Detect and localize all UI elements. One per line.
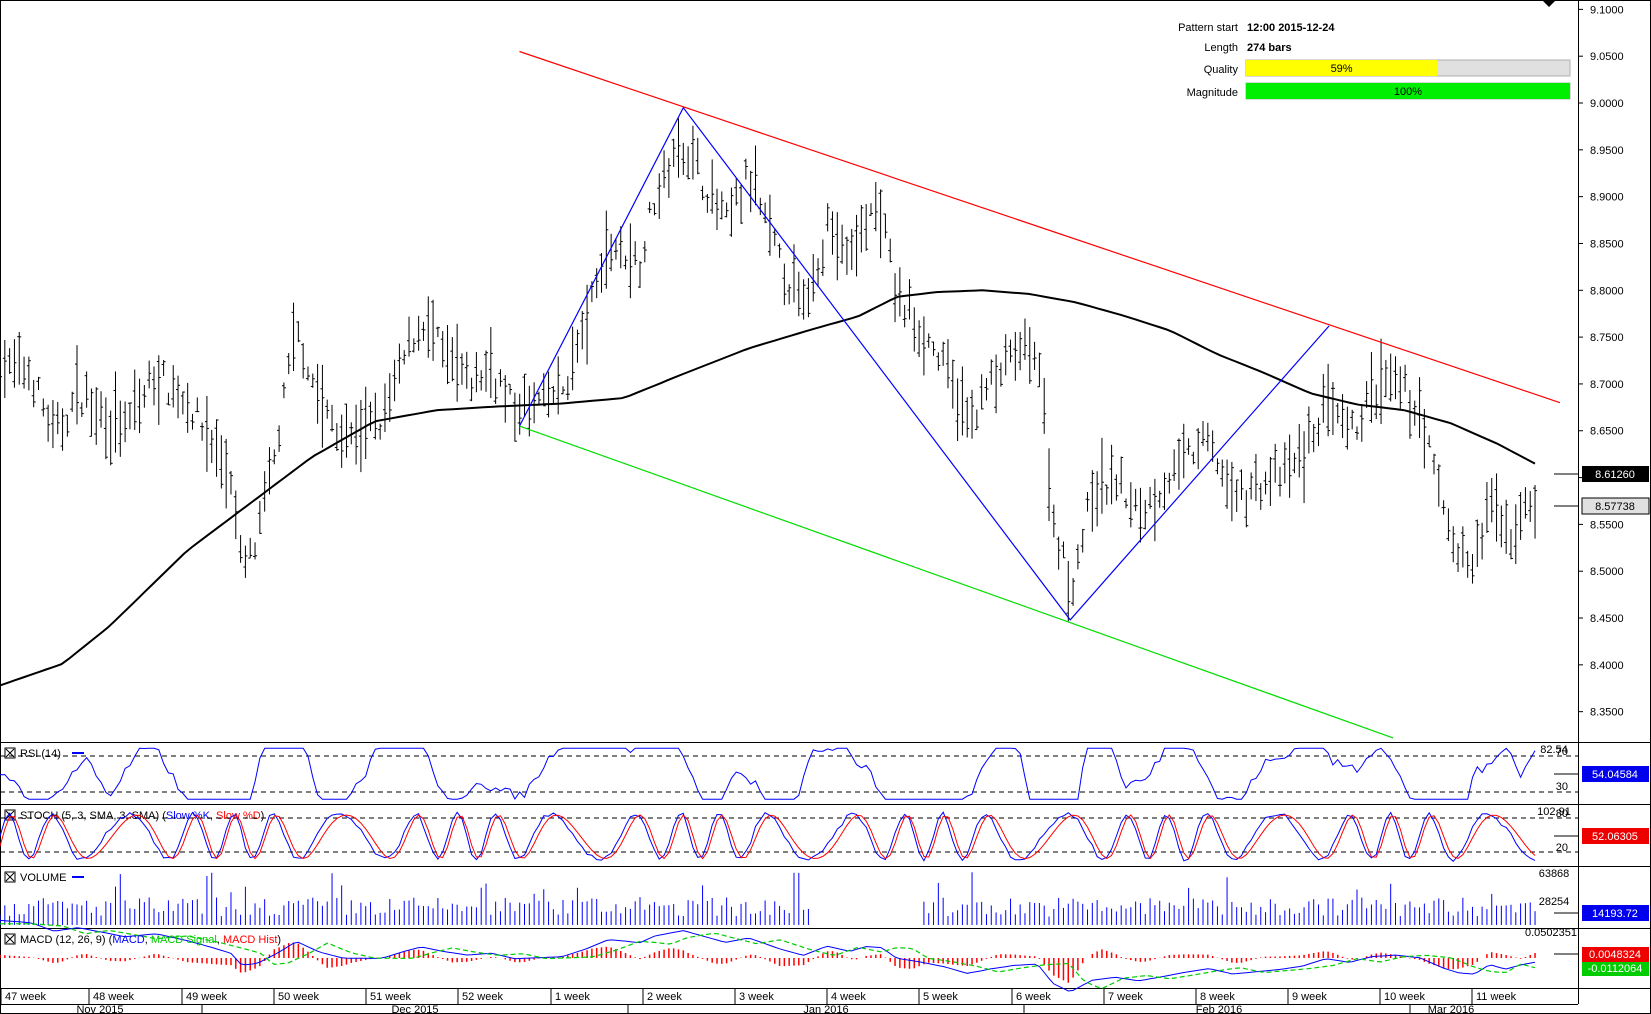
volume-panel: VOLUME 63868 28254 14193.72 xyxy=(0,868,1649,925)
rsi-tick-70: 70 xyxy=(1556,746,1568,758)
rsi-label: RSI (14) xyxy=(20,748,61,760)
channel-lower-line xyxy=(519,425,1394,739)
volume-close-x-icon xyxy=(5,872,15,882)
quality-bar-fill xyxy=(1246,60,1438,76)
week-label: 47 week xyxy=(5,991,46,1003)
stoch-value: 52.06305 xyxy=(1592,831,1638,843)
volume-value: 14193.72 xyxy=(1592,908,1638,920)
moving-average-line xyxy=(0,289,1536,687)
pattern-length-label: Length xyxy=(1204,42,1238,54)
week-label: 50 week xyxy=(278,991,319,1003)
magnitude-label: Magnitude xyxy=(1187,87,1238,99)
macd-signal-line xyxy=(0,923,1536,990)
pattern-start-value: 12:00 2015-12-24 xyxy=(1247,22,1335,34)
price-tick-label: 8.7000 xyxy=(1590,379,1624,391)
ma-value-label: 8.61260 xyxy=(1595,469,1635,481)
price-tick-label: 9.0500 xyxy=(1590,51,1624,63)
pattern-length-value: 274 bars xyxy=(1247,42,1292,54)
week-label: 8 week xyxy=(1200,991,1235,1003)
month-label: Feb 2016 xyxy=(1196,1004,1242,1014)
pattern-info: Pattern start 12:00 2015-12-24 Length 27… xyxy=(1178,22,1571,100)
rsi-tick-30: 30 xyxy=(1556,781,1568,793)
price-tick-label: 8.6500 xyxy=(1590,426,1624,438)
pattern-start-label: Pattern start xyxy=(1178,22,1238,34)
week-label: 3 week xyxy=(739,991,774,1003)
quality-label: Quality xyxy=(1204,64,1239,76)
price-tick-label: 8.4000 xyxy=(1590,660,1624,672)
week-label: 9 week xyxy=(1292,991,1327,1003)
price-tick-label: 8.5500 xyxy=(1590,519,1624,531)
time-axis: 47 week 48 week 49 week 50 week 51 week 52 we… xyxy=(0,988,1517,1014)
rsi-line xyxy=(0,747,1536,800)
channel-upper-line xyxy=(519,50,1561,404)
week-label: 10 week xyxy=(1384,991,1425,1003)
last-price-marker: 8.57738 xyxy=(1554,497,1650,515)
price-tick-label: 8.8500 xyxy=(1590,238,1624,250)
macd-close-x-icon xyxy=(5,934,15,944)
macd-hist-value: 0.0048324 xyxy=(1589,949,1641,961)
volume-label: VOLUME xyxy=(20,872,66,884)
week-label: 49 week xyxy=(186,991,227,1003)
stoch-panel: STOCH (5, 3, SMA, 3, SMA) (Slow %K, Slow… xyxy=(0,806,1649,863)
price-tick-label: 8.3500 xyxy=(1590,707,1624,719)
volume-tick-mid: 28254 xyxy=(1539,896,1570,908)
week-label: 4 week xyxy=(831,991,866,1003)
week-label: 2 week xyxy=(647,991,682,1003)
week-label: 1 week xyxy=(555,991,590,1003)
price-tick-label: 8.7500 xyxy=(1590,332,1624,344)
price-axis: 9.1000 9.0500 9.0000 8.9500 8.9000 8.8500 8.80… xyxy=(1578,4,1624,719)
week-label: 5 week xyxy=(923,991,958,1003)
magnitude-bar-fill xyxy=(1246,83,1570,99)
price-tick-label: 8.9500 xyxy=(1590,145,1624,157)
magnitude-value: 100% xyxy=(1394,86,1422,98)
volume-tick-max: 63868 xyxy=(1539,868,1570,880)
macd-histogram xyxy=(0,942,1536,983)
stoch-tick-max: 102.91 xyxy=(1537,806,1571,818)
month-label: Dec 2015 xyxy=(391,1004,438,1014)
month-label: Nov 2015 xyxy=(76,1004,123,1014)
last-price-label: 8.57738 xyxy=(1595,501,1635,513)
stoch-k-line xyxy=(0,811,1536,863)
week-label: 6 week xyxy=(1016,991,1051,1003)
macd-panel: MACD (12, 26, 9) (MACD, MACD Signal, MAC… xyxy=(0,919,1649,992)
price-tick-label: 8.9000 xyxy=(1590,192,1624,204)
collapse-arrow-icon[interactable] xyxy=(1542,0,1556,7)
macd-label: MACD (12, 26, 9) (MACD, MACD Signal, MAC… xyxy=(20,934,281,946)
month-label: Mar 2016 xyxy=(1428,1004,1474,1014)
zigzag-pattern-line xyxy=(518,106,1330,621)
rsi-tick-max: 82.54 xyxy=(1540,744,1568,756)
week-label: 48 week xyxy=(93,991,134,1003)
macd-signal-value: -0.0112064 xyxy=(1588,963,1643,975)
quality-value: 59% xyxy=(1331,63,1353,75)
rsi-panel: RSI (14) 82.54 70 30 54.04584 xyxy=(0,744,1649,800)
macd-tick-max: 0.0502351 xyxy=(1525,927,1577,939)
price-tick-label: 8.5000 xyxy=(1590,566,1624,578)
price-tick-label: 9.0000 xyxy=(1590,98,1624,110)
volume-bars xyxy=(0,872,1536,925)
price-tick-label: 8.8000 xyxy=(1590,285,1624,297)
stoch-tick-20: 20 xyxy=(1556,842,1568,854)
week-label: 51 week xyxy=(370,991,411,1003)
week-label: 11 week xyxy=(1476,991,1517,1003)
price-tick-label: 9.1000 xyxy=(1590,4,1624,16)
rsi-value: 54.04584 xyxy=(1592,769,1638,781)
month-label: Jan 2016 xyxy=(803,1004,848,1014)
ma-value-marker: 8.61260 xyxy=(1554,466,1649,482)
price-bars xyxy=(0,118,1538,622)
stoch-tick-80: 80 xyxy=(1556,808,1568,820)
price-tick-label: 8.4500 xyxy=(1590,613,1624,625)
stoch-d-line xyxy=(0,814,1536,860)
macd-line xyxy=(0,919,1536,992)
week-label: 7 week xyxy=(1108,991,1143,1003)
week-label: 52 week xyxy=(462,991,503,1003)
